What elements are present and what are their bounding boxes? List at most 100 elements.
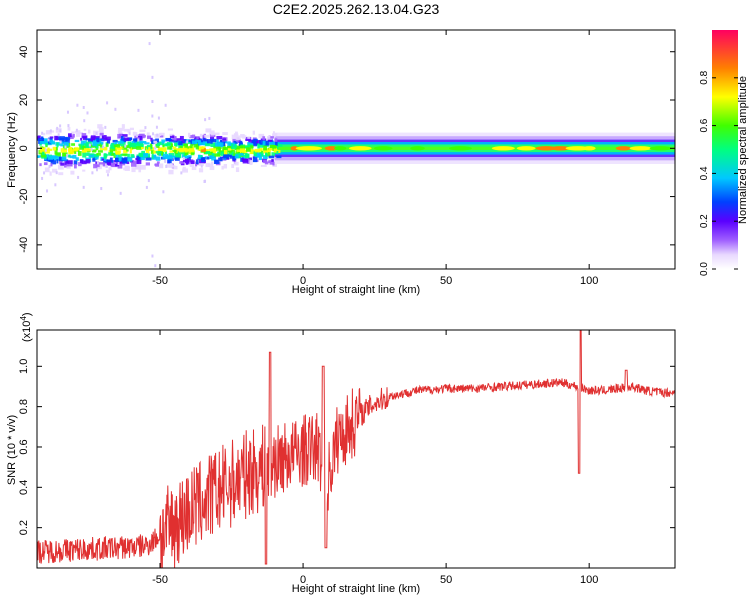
spectrogram-cell xyxy=(42,151,45,156)
spectrogram-cell xyxy=(95,163,100,168)
spectrogram-cell xyxy=(139,153,144,158)
spectrogram-cell xyxy=(104,164,107,168)
spectrogram-cell xyxy=(197,154,201,160)
spectrogram-cell xyxy=(158,164,162,167)
spectrogram-cell xyxy=(269,141,276,146)
spectrogram-cell xyxy=(159,163,164,169)
spectrogram-cell xyxy=(268,160,272,163)
spectrogram-cell xyxy=(263,149,268,154)
spectrogram-cell xyxy=(186,156,191,160)
spectrogram-cell xyxy=(136,155,141,160)
spectrogram-cell xyxy=(135,157,138,161)
spectrogram-panel: -50 0 50 100 -40 -20 0 20 40 Height of straight … xyxy=(6,29,676,296)
spectrogram-cell xyxy=(139,155,145,161)
spectrogram-cell xyxy=(93,163,98,169)
spectrogram-cell xyxy=(196,139,201,142)
spectrogram-cell xyxy=(105,169,110,173)
spectrogram-cell xyxy=(150,144,153,148)
spectrogram-outlier xyxy=(114,107,117,111)
spectrogram-cell xyxy=(211,138,217,143)
spectrogram-cell xyxy=(218,157,222,161)
spectrogram-cell xyxy=(127,153,130,159)
spectrogram-hotspot xyxy=(629,146,652,151)
spectrogram-outlier xyxy=(56,126,59,130)
spectrogram-cell xyxy=(118,131,123,134)
spectrogram-cell xyxy=(268,155,275,159)
spectrogram-cell xyxy=(131,146,137,150)
spectrogram-cell xyxy=(190,160,195,165)
spectrogram-cell xyxy=(201,148,206,152)
spectrogram-cell xyxy=(205,143,211,147)
spectrogram-cell xyxy=(268,147,273,151)
spectrogram-cell xyxy=(216,135,223,140)
spectrogram-cell xyxy=(67,127,71,131)
colorbar-tick-label: 0.0 xyxy=(699,262,710,276)
spectrogram-cell xyxy=(68,149,74,155)
spectrogram-cell xyxy=(40,153,46,158)
spectrogram-cell xyxy=(145,162,150,166)
spectrogram-cell xyxy=(171,155,176,158)
spectrogram-outlier xyxy=(117,162,120,166)
spectrogram-xtick-label: 100 xyxy=(580,275,598,287)
spectrogram-cell xyxy=(96,140,102,145)
spectrogram-cell xyxy=(81,148,85,153)
spectrogram-cell xyxy=(155,138,159,143)
spectrogram-cell xyxy=(137,135,143,141)
spectrogram-cell xyxy=(122,134,128,137)
spectrogram-cell xyxy=(234,154,239,159)
colorbar-tick-label: 0.6 xyxy=(699,118,710,132)
spectrogram-outlier xyxy=(137,108,140,112)
spectrogram-cell xyxy=(57,164,64,170)
spectrogram-cell xyxy=(148,147,151,151)
spectrogram-cell xyxy=(142,134,146,138)
spectrogram-outlier xyxy=(55,171,58,175)
spectrogram-cell xyxy=(252,137,257,140)
spectrogram-cell xyxy=(135,163,141,169)
spectrogram-cell xyxy=(97,124,103,129)
spectrogram-cell xyxy=(71,131,75,136)
spectrogram-cell xyxy=(129,149,132,154)
spectrogram-frame xyxy=(36,29,676,270)
spectrogram-y-axis-label: Frequency (Hz) xyxy=(6,112,18,188)
spectrogram-cell xyxy=(77,130,81,134)
spectrogram-cell xyxy=(127,156,133,162)
spectrogram-cell xyxy=(56,159,59,164)
spectrogram-cell xyxy=(81,133,87,136)
spectrogram-cell xyxy=(106,159,111,163)
spectrogram-cell xyxy=(247,144,253,150)
spectrogram-cell xyxy=(272,161,275,166)
spectrogram-cell xyxy=(233,140,238,145)
spectrogram-cell xyxy=(195,159,199,165)
spectrogram-outlier xyxy=(151,114,154,118)
spectrogram-cell xyxy=(77,151,82,156)
spectrogram-outlier xyxy=(82,185,85,189)
spectrogram-cell xyxy=(263,140,270,146)
spectrogram-cell xyxy=(56,142,59,148)
spectrogram-outlier xyxy=(151,100,154,104)
spectrogram-cell xyxy=(190,144,194,147)
spectrogram-cell xyxy=(184,147,188,153)
spectrogram-cell xyxy=(99,147,104,151)
snr-scale-label: (x104) xyxy=(19,312,33,342)
spectrogram-cell xyxy=(263,145,268,151)
spectrogram-cell xyxy=(223,154,230,159)
spectrogram-cell xyxy=(71,143,76,146)
snr-panel: -50 0 50 100 0.2 0.4 0.6 0.8 1.0 (x104) Height o… xyxy=(6,312,676,595)
spectrogram-cell xyxy=(210,161,214,166)
spectrogram-cell xyxy=(63,149,68,153)
spectrogram-cell xyxy=(222,138,226,141)
spectrogram-cell xyxy=(229,154,232,157)
spectrogram-cell xyxy=(253,151,257,157)
spectrogram-marks xyxy=(37,42,675,268)
spectrogram-outlier xyxy=(100,187,103,191)
spectrogram-cell xyxy=(156,142,161,147)
spectrogram-cell xyxy=(197,137,201,140)
spectrogram-cell xyxy=(184,156,189,159)
spectrogram-cell xyxy=(258,144,263,148)
spectrogram-cell xyxy=(61,156,67,161)
spectrogram-cell xyxy=(166,142,173,146)
spectrogram-cell xyxy=(229,155,235,159)
spectrogram-outlier xyxy=(148,42,151,46)
spectrogram-cell xyxy=(136,159,142,164)
spectrogram-cell xyxy=(158,153,162,156)
